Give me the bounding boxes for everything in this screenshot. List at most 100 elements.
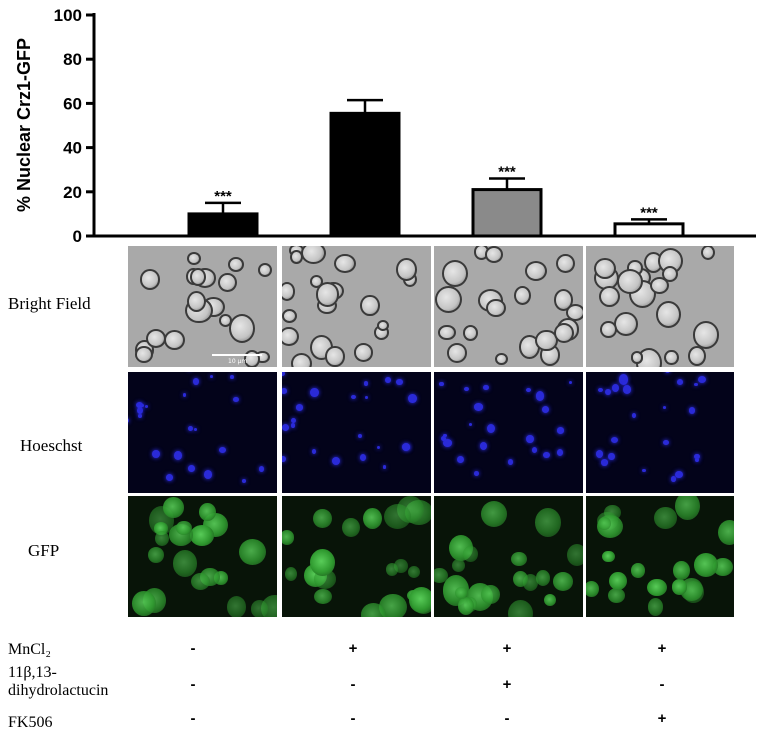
nucleus [676, 378, 683, 385]
nucleus [282, 388, 288, 395]
significance-marker: *** [214, 188, 232, 205]
nucleus [610, 437, 618, 444]
yeast-cell [671, 578, 688, 595]
nucleus [695, 457, 699, 462]
nucleus [508, 459, 514, 465]
nucleus [365, 395, 369, 400]
micrograph-bright-field-1: 10 µm [128, 246, 277, 367]
nucleus [408, 393, 418, 404]
nucleus [193, 427, 197, 431]
yeast-cell [360, 294, 380, 316]
row-label-hoechst: Hoeschst [20, 436, 83, 455]
nucleus [440, 435, 446, 441]
nucleus [401, 442, 411, 451]
nucleus [152, 449, 160, 458]
yeast-cell [543, 593, 557, 606]
yeast-cell [226, 596, 247, 617]
yeast-cell [135, 345, 153, 363]
yeast-cell [463, 546, 478, 562]
row-label-bright-field: Bright Field [8, 294, 91, 313]
nucleus [694, 453, 701, 460]
yeast-cell [600, 321, 617, 339]
nucleus [331, 456, 340, 465]
nucleus [141, 404, 145, 408]
nucleus [290, 423, 296, 428]
yeast-cell [649, 276, 669, 294]
yeast-cell [441, 260, 469, 288]
sign-fk506-1: - [190, 710, 196, 727]
nucleus [210, 375, 214, 378]
yeast-cell [713, 558, 734, 577]
yeast-cell [567, 543, 583, 566]
nucleus [607, 452, 615, 461]
nucleus [482, 384, 489, 391]
yeast-cell [190, 573, 210, 591]
yeast-cell [407, 565, 421, 578]
nucleus [363, 381, 368, 386]
yeast-cell [163, 329, 186, 351]
yeast-cell [457, 596, 474, 615]
yeast-cell [616, 269, 643, 295]
yeast-cell [682, 580, 705, 603]
y-tick-label: 0 [73, 227, 82, 245]
nucleus [290, 418, 296, 424]
yeast-cell [513, 286, 531, 306]
sign-fk506-4: + [657, 710, 667, 727]
yeast-cell [717, 519, 734, 546]
yeast-cell [693, 553, 719, 577]
yeast-cell [599, 285, 621, 308]
sign-mncl2-1: - [190, 640, 196, 657]
sign-mncl2-4: + [657, 640, 667, 657]
nucleus [598, 388, 604, 393]
bar [187, 212, 259, 238]
nucleus [350, 394, 356, 400]
nucleus [229, 375, 234, 380]
yeast-cell [282, 326, 299, 346]
yeast-cell [654, 506, 677, 530]
yeast-cell [189, 524, 215, 546]
yeast-cell [586, 581, 600, 597]
nucleus [473, 471, 479, 477]
yeast-cell [594, 257, 616, 279]
yeast-cell [495, 352, 509, 366]
yeast-cell [451, 558, 465, 572]
yeast-cell [434, 568, 448, 584]
nucleus [663, 406, 667, 410]
yeast-cell [408, 587, 431, 613]
yeast-cell [438, 325, 456, 340]
micrograph-hoechst-4 [586, 372, 734, 493]
yeast-cell [608, 571, 627, 590]
nucleus [531, 447, 537, 453]
yeast-cell [513, 571, 529, 588]
nucleus [282, 423, 290, 431]
nucleus [138, 414, 142, 418]
nucleus [128, 418, 130, 424]
condition-label-fk506: FK506 [8, 714, 53, 731]
nucleus [568, 380, 573, 385]
yeast-cell [301, 246, 326, 265]
nucleus [526, 434, 535, 444]
nucleus [385, 377, 391, 384]
yeast-cell [239, 539, 267, 566]
yeast-cell [282, 309, 298, 324]
nucleus [439, 381, 444, 387]
chart-bars: *** *** *** [187, 98, 685, 238]
yeast-cell [486, 299, 507, 318]
micrograph-hoechst-1 [128, 372, 277, 493]
nucleus [468, 422, 473, 427]
yeast-cell [598, 516, 611, 530]
yeast-cell [360, 603, 387, 617]
nucleus [382, 465, 387, 469]
nucleus [664, 372, 671, 374]
yeast-cell [353, 343, 373, 362]
scale-bar [212, 354, 262, 356]
nucleus [693, 383, 698, 387]
yeast-cell [553, 571, 574, 591]
yeast-cell [199, 503, 216, 521]
micrograph-gfp-3 [434, 496, 583, 617]
nucleus [165, 474, 173, 481]
nucleus [233, 396, 240, 402]
nucleus [463, 386, 470, 392]
micrograph-hoechst-2 [282, 372, 431, 493]
nucleus [376, 445, 380, 449]
